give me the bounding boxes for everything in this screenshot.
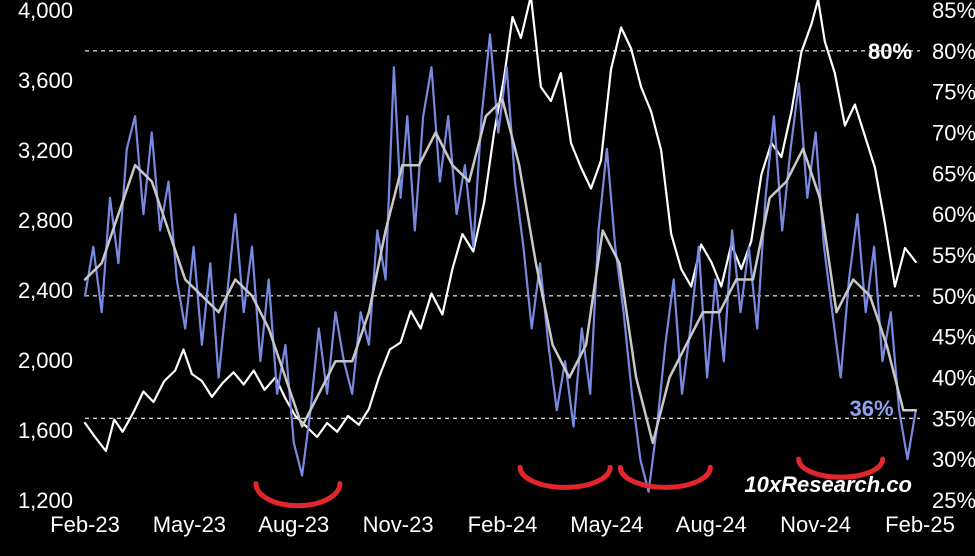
x-tick-label: Nov-24 [780,512,851,537]
x-tick-label: Feb-23 [50,512,120,537]
x-tick-label: Feb-24 [468,512,538,537]
y-right-tick-label: 70% [932,121,975,146]
inset-right-label: 80% [868,39,912,64]
x-tick-label: Aug-23 [258,512,329,537]
y-right-tick-label: 30% [932,447,975,472]
watermark: 10xResearch.co [744,472,912,497]
y-right-tick-label: 45% [932,325,975,350]
x-tick-label: Aug-24 [676,512,747,537]
y-right-tick-label: 40% [932,366,975,391]
y-left-tick-label: 4,000 [18,0,73,23]
y-left-tick-label: 2,000 [18,348,73,373]
y-right-tick-label: 60% [932,202,975,227]
dual-axis-line-chart: 1,200 1,600 2,000 2,400 2,800 3,200 3,600 4,000… [0,0,975,556]
y-left-tick-label: 1,200 [18,488,73,513]
chart-svg: 1,200 1,600 2,000 2,400 2,800 3,200 3,600 4,000… [0,0,975,556]
callout-label: 36% [849,396,893,421]
y-left-tick-label: 3,200 [18,138,73,163]
x-tick-label: May-24 [570,512,643,537]
y-right-tick-label: 35% [932,406,975,431]
y-left-tick-label: 2,800 [18,208,73,233]
y-right-tick-label: 85% [932,0,975,23]
y-right-tick-label: 80% [932,39,975,64]
y-right-tick-label: 75% [932,80,975,105]
y-left-tick-label: 1,600 [18,418,73,443]
x-tick-label: Feb-25 [885,512,955,537]
x-tick-label: Nov-23 [363,512,434,537]
x-tick-label: May-23 [153,512,226,537]
y-right-tick-label: 25% [932,488,975,513]
y-right-tick-label: 55% [932,243,975,268]
y-left-tick-label: 3,600 [18,68,73,93]
y-left-tick-label: 2,400 [18,278,73,303]
y-right-tick-label: 50% [932,284,975,309]
y-right-tick-label: 65% [932,161,975,186]
